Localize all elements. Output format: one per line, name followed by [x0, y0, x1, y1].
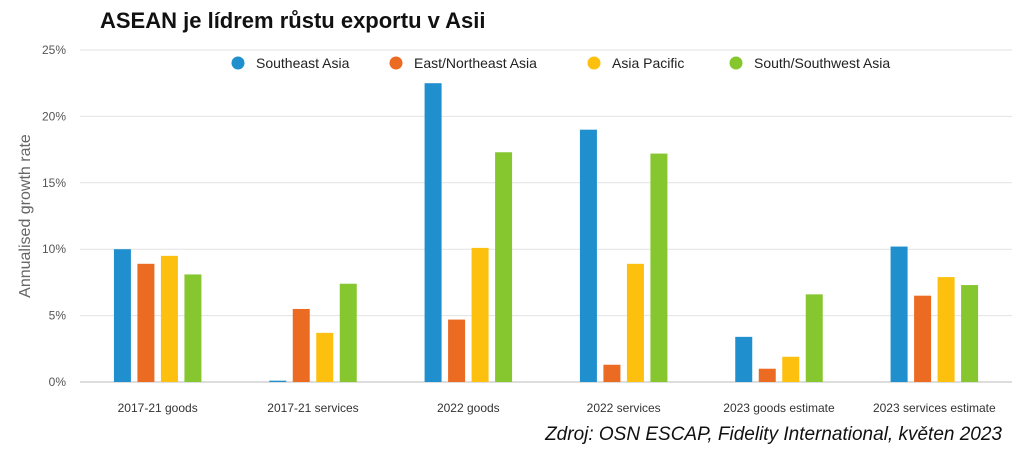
gridlines: [80, 49, 1012, 383]
x-category-label: 2022 services: [587, 401, 661, 415]
bar: [626, 263, 644, 382]
legend-marker: [231, 56, 245, 70]
bar: [448, 319, 466, 382]
bar: [339, 283, 357, 382]
bar: [890, 246, 908, 382]
bars: [113, 83, 979, 382]
bar: [292, 308, 310, 382]
x-axis-categories: 2017-21 goods 2017-21 services 2022 goods 2…: [118, 401, 996, 415]
source-note: Zdroj: OSN ESCAP, Fidelity International…: [545, 424, 1002, 445]
x-category-label: 2017-21 services: [267, 401, 358, 415]
bar: [805, 294, 823, 382]
bar: [137, 263, 155, 382]
bar: [782, 356, 800, 382]
x-category-label: 2022 goods: [437, 401, 500, 415]
bar: [495, 152, 513, 382]
legend-label: Asia Pacific: [612, 55, 684, 71]
bar: [579, 129, 597, 382]
y-tick-label: 0%: [49, 375, 67, 389]
y-tick-label: 15%: [42, 176, 66, 190]
legend-label: East/Northeast Asia: [414, 55, 537, 71]
legend-marker: [729, 56, 743, 70]
bar: [914, 295, 932, 382]
y-tick-label: 10%: [42, 242, 66, 256]
y-axis-title: Annualised growth rate: [17, 134, 34, 298]
legend-marker: [587, 56, 601, 70]
legend: Southeast Asia East/Northeast Asia Asia Pa…: [231, 55, 890, 71]
bar: [603, 364, 621, 382]
bar: [184, 274, 202, 382]
bar: [650, 153, 668, 382]
page-title: ASEAN je lídrem růstu exportu v Asii: [100, 8, 486, 33]
bar: [160, 255, 178, 382]
bar: [735, 336, 753, 382]
legend-label: South/Southwest Asia: [754, 55, 890, 71]
legend-label: Southeast Asia: [256, 55, 350, 71]
y-tick-label: 5%: [49, 309, 67, 323]
bar: [758, 368, 776, 382]
bar: [937, 277, 955, 382]
y-tick-label: 20%: [42, 109, 66, 123]
x-category-label: 2023 goods estimate: [723, 401, 835, 415]
bar: [471, 247, 489, 382]
x-category-label: 2023 services estimate: [873, 401, 996, 415]
bar: [424, 83, 442, 382]
legend-marker: [389, 56, 403, 70]
bar: [961, 285, 979, 382]
bar: [269, 380, 287, 382]
x-category-label: 2017-21 goods: [118, 401, 198, 415]
y-axis-ticks: 0% 5% 10% 15% 20% 25%: [42, 43, 66, 389]
y-tick-label: 25%: [42, 43, 66, 57]
bar: [113, 249, 131, 382]
bar: [316, 332, 334, 382]
